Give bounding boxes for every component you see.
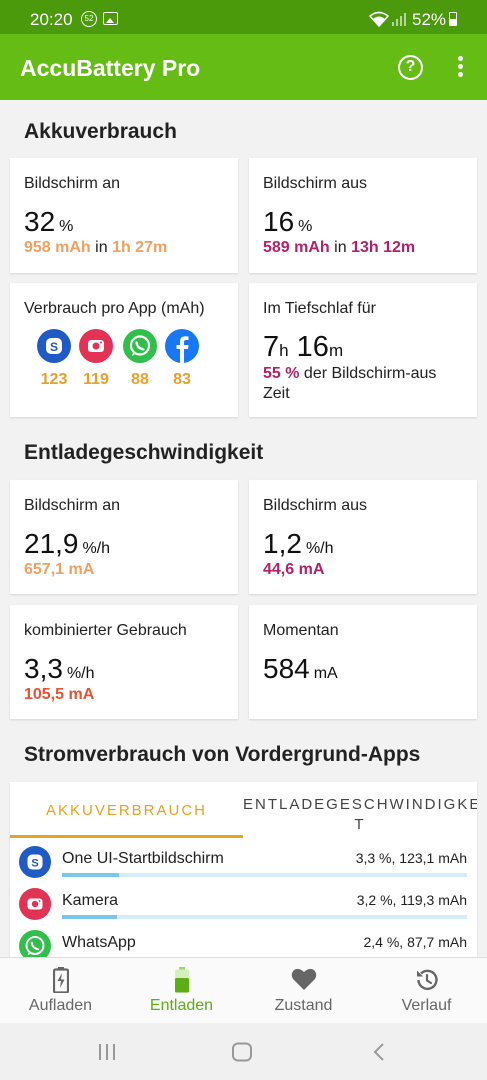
list-item-name: Kamera: [62, 892, 119, 909]
card-subvalue: 105,5 mA: [24, 686, 95, 703]
battery-discharging-icon: [174, 967, 189, 993]
battery-charging-icon: [52, 967, 69, 993]
card-screen-on-usage[interactable]: Bildschirm an 32% 958 mAh in 1h 27m: [10, 158, 238, 273]
whatsapp-icon: [123, 329, 157, 363]
card-subvalue: 44,6 mA: [263, 561, 325, 578]
tab-entladegeschwindigkeit[interactable]: ENTLADEGESCHWINDIGKEI T: [243, 796, 477, 833]
svg-text:S: S: [50, 340, 58, 354]
app-bar: AccuBattery Pro ?: [0, 34, 487, 100]
nav-entladen[interactable]: Entladen: [121, 958, 242, 1024]
section-title-akkuverbrauch: Akkuverbrauch: [24, 120, 177, 143]
card-value: 584 mA: [263, 653, 338, 684]
card-discharge-combined[interactable]: kombinierter Gebrauch 3,3 %/h 105,5 mA: [10, 605, 238, 719]
section-title-entladegeschwindigkeit: Entladegeschwindigkeit: [24, 441, 264, 464]
history-icon: [416, 969, 438, 990]
per-app-row: S 123 119 88 83: [28, 329, 228, 395]
list-item-value: 3,2 %, 119,3 mAh: [356, 892, 467, 908]
per-app-value: 83: [173, 371, 191, 388]
more-options-icon[interactable]: [455, 56, 465, 78]
card-label: Im Tiefschlaf für: [263, 300, 376, 317]
recent-apps-icon[interactable]: [97, 1043, 117, 1061]
card-discharge-current[interactable]: Momentan 584 mA: [249, 605, 477, 719]
status-time: 20:20: [30, 10, 73, 29]
nav-verlauf[interactable]: Verlauf: [366, 958, 487, 1024]
facebook-icon: [165, 329, 199, 363]
list-item-value: 3,3 %, 123,1 mAh: [355, 850, 467, 866]
image-notification-icon: [103, 12, 118, 25]
list-item[interactable]: Kamera 3,2 %, 119,3 mAh: [10, 884, 477, 926]
card-subvalue: 958 mAh in 1h 27m: [24, 239, 168, 256]
card-value: 3,3 %/h: [24, 653, 95, 684]
card-label: Bildschirm an: [24, 175, 121, 192]
notification-badge-icon: 52: [81, 11, 97, 27]
card-value: 7h 16m: [263, 331, 344, 363]
nav-label: Aufladen: [28, 997, 93, 1014]
card-discharge-screen-on[interactable]: Bildschirm an 21,9 %/h 657,1 mA: [10, 480, 238, 594]
card-label: Bildschirm aus: [263, 497, 368, 514]
list-item[interactable]: S One UI-Startbildschirm 3,3 %, 123,1 mA…: [10, 842, 477, 884]
list-item-name: WhatsApp: [62, 934, 136, 951]
list-item[interactable]: WhatsApp 2,4 %, 87,7 mAh: [10, 926, 477, 957]
card-subvalue: 657,1 mA: [24, 561, 95, 578]
card-label: Verbrauch pro App (mAh): [24, 300, 205, 317]
signal-icon: [392, 13, 406, 26]
wifi-icon: [369, 11, 389, 27]
per-app-value: 119: [83, 371, 109, 388]
battery-percent: 52%: [412, 10, 447, 29]
card-subvalue: 589 mAh in 13h 12m: [263, 239, 416, 256]
card-per-app-usage[interactable]: Verbrauch pro App (mAh) S 123 119 88 83: [10, 283, 238, 417]
heart-icon: [291, 968, 316, 990]
card-deep-sleep[interactable]: Im Tiefschlaf für 7h 16m 55 % der Bildsc…: [249, 283, 477, 417]
per-app-value: 123: [40, 371, 68, 388]
tab-akkuverbrauch[interactable]: AKKUVERBRAUCH: [10, 782, 243, 838]
app-title: AccuBattery Pro: [20, 55, 201, 81]
home-icon[interactable]: [231, 1042, 253, 1062]
card-label: Bildschirm aus: [263, 175, 368, 192]
usage-bar: [62, 873, 467, 877]
per-app-item: S 123: [36, 329, 72, 389]
help-icon[interactable]: ?: [398, 55, 423, 80]
nav-label: Verlauf: [401, 997, 452, 1014]
card-label: Bildschirm an: [24, 497, 121, 514]
card-subvalue: 55 % der Bildschirm-aus: [263, 365, 437, 382]
card-discharge-screen-off[interactable]: Bildschirm aus 1,2 %/h 44,6 mA: [249, 480, 477, 594]
nav-label: Entladen: [149, 997, 214, 1014]
list-item-value: 2,4 %, 87,7 mAh: [363, 934, 467, 950]
section-title-foreground-apps: Stromverbrauch von Vordergrund-Apps: [24, 743, 421, 766]
svg-text:S: S: [31, 858, 38, 870]
card-label: kombinierter Gebrauch: [24, 622, 187, 639]
whatsapp-icon: [19, 930, 51, 957]
nav-label: Zustand: [274, 997, 333, 1014]
back-icon[interactable]: [372, 1042, 386, 1062]
card-value: 21,9 %/h: [24, 528, 111, 559]
bottom-navigation: Aufladen Entladen Zustand Verlauf: [0, 957, 487, 1023]
per-app-item: 83: [164, 329, 200, 389]
camera-icon: [79, 329, 113, 363]
card-label: Momentan: [263, 622, 339, 639]
card-screen-off-usage[interactable]: Bildschirm aus 16% 589 mAh in 13h 12m: [249, 158, 477, 273]
system-navigation-bar: [0, 1023, 487, 1080]
foreground-apps-card: AKKUVERBRAUCH ENTLADEGESCHWINDIGKEI T S O…: [10, 782, 477, 957]
card-value: 32%: [24, 206, 74, 237]
card-value: 16%: [263, 206, 313, 237]
per-app-value: 88: [131, 371, 149, 388]
per-app-item: 119: [78, 329, 114, 389]
camera-icon: [19, 888, 51, 920]
list-item-name: One UI-Startbildschirm: [62, 850, 224, 867]
nav-zustand[interactable]: Zustand: [243, 958, 364, 1024]
samsung-s-icon: S: [37, 329, 71, 363]
battery-icon: [449, 12, 457, 26]
per-app-item: 88: [122, 329, 158, 389]
card-subvalue-line2: Zeit: [263, 385, 290, 402]
status-bar: 20:20 52 52%: [0, 0, 487, 34]
samsung-s-icon: S: [19, 846, 51, 878]
usage-bar: [62, 915, 467, 919]
nav-aufladen[interactable]: Aufladen: [0, 958, 121, 1024]
card-value: 1,2 %/h: [263, 528, 334, 559]
